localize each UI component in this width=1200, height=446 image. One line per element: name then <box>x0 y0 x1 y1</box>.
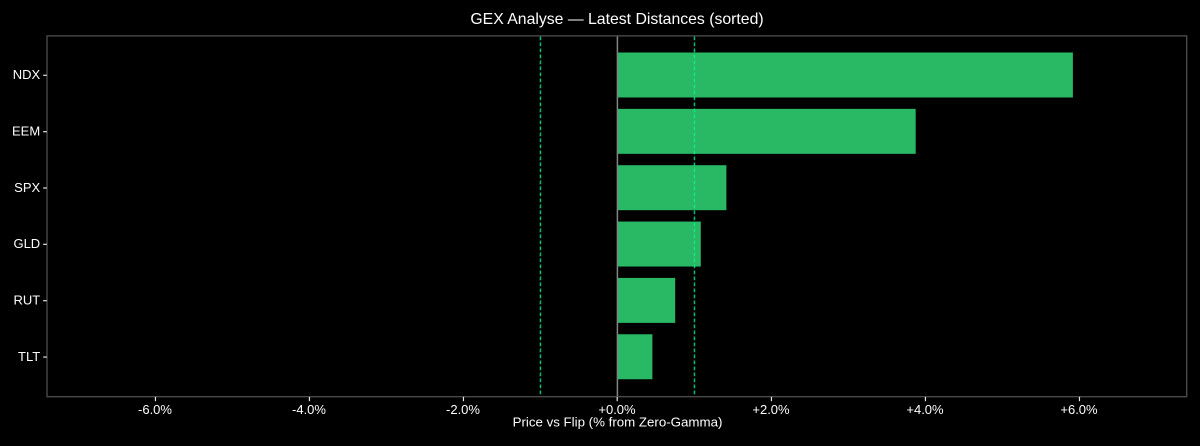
svg-text:-6.0%: -6.0% <box>138 402 172 417</box>
svg-text:-4.0%: -4.0% <box>292 402 326 417</box>
svg-text:Price vs Flip (% from Zero-Gam: Price vs Flip (% from Zero-Gamma) <box>513 415 723 430</box>
svg-text:+0.0%: +0.0% <box>598 402 636 417</box>
svg-text:GEX Analyse — Latest Distances: GEX Analyse — Latest Distances (sorted) <box>470 11 763 28</box>
svg-text:EEM: EEM <box>12 123 40 138</box>
svg-text:GLD: GLD <box>13 236 40 251</box>
svg-text:SPX: SPX <box>14 180 40 195</box>
svg-text:RUT: RUT <box>13 293 40 308</box>
svg-text:TLT: TLT <box>18 349 40 364</box>
svg-text:+6.0%: +6.0% <box>1060 402 1098 417</box>
svg-text:+2.0%: +2.0% <box>752 402 790 417</box>
svg-text:-2.0%: -2.0% <box>446 402 480 417</box>
svg-text:NDX: NDX <box>13 67 41 82</box>
svg-text:+4.0%: +4.0% <box>906 402 944 417</box>
